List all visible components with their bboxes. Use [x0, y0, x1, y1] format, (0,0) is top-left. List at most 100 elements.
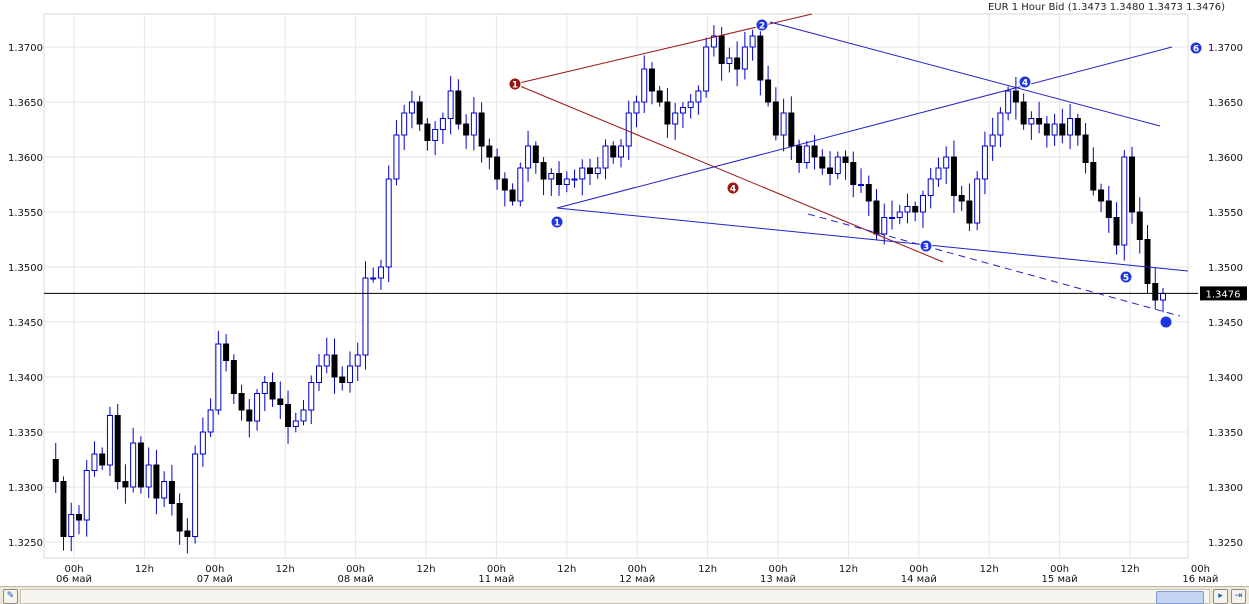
- y-tick-label-right: 1.3450: [1208, 318, 1243, 329]
- candle-down: [718, 35, 725, 64]
- candle-up: [354, 354, 361, 367]
- candle-up: [981, 145, 988, 180]
- candle-down: [1036, 118, 1043, 125]
- wave-marker-blue: [1189, 41, 1203, 55]
- y-tick-label-left: 1.3300: [8, 483, 43, 494]
- wave-marker-label: 4: [1022, 79, 1028, 89]
- candle-down: [850, 162, 857, 185]
- candle-down: [230, 360, 237, 394]
- candle-up: [439, 118, 446, 130]
- candle-down: [455, 90, 462, 125]
- candle-up: [432, 129, 439, 141]
- candle-down: [184, 530, 191, 537]
- candle-down: [556, 173, 563, 185]
- wave-marker-label: 1: [512, 81, 518, 91]
- x-tick-hour: 00h: [205, 564, 224, 575]
- red-trendline-lower: [514, 83, 944, 263]
- wave-marker-blue: [1018, 75, 1032, 89]
- candle-down: [1059, 123, 1066, 136]
- candle-down: [494, 156, 501, 180]
- wave-marker-blue: [1159, 315, 1173, 329]
- wave-marker-blue: [919, 239, 933, 253]
- current-price-label: 1.3476: [1206, 289, 1241, 300]
- candle-down: [1113, 217, 1120, 246]
- x-tick-hour: 12h: [839, 564, 858, 575]
- candle-down: [137, 442, 144, 488]
- candle-down: [811, 145, 818, 158]
- candle-down: [331, 354, 338, 378]
- candle-up: [254, 393, 261, 422]
- candle-up: [919, 195, 926, 213]
- y-tick-label-right: 1.3550: [1208, 208, 1243, 219]
- candle-down: [532, 145, 539, 163]
- candle-down: [223, 343, 230, 361]
- candle-up: [548, 173, 555, 180]
- time-scrollbar[interactable]: [20, 589, 1210, 604]
- y-tick-label-left: 1.3500: [8, 263, 43, 274]
- candle-up: [1121, 156, 1128, 246]
- candle-up: [1051, 123, 1058, 136]
- go-to-end-icon[interactable]: ⇥: [1231, 589, 1246, 604]
- y-tick-label-right: 1.3400: [1208, 373, 1243, 384]
- x-tick-hour: 00h: [909, 564, 928, 575]
- candle-down: [1020, 101, 1027, 125]
- x-tick-day: 13 май: [760, 574, 796, 585]
- candle-up: [316, 365, 323, 383]
- x-tick-hour: 12h: [980, 564, 999, 575]
- candle-up: [679, 107, 686, 114]
- y-tick-label-right: 1.3650: [1208, 98, 1243, 109]
- candle-up: [401, 112, 408, 136]
- chart-settings-icon[interactable]: ✎: [3, 589, 18, 604]
- candle-up: [726, 57, 733, 64]
- candle-up: [641, 68, 648, 103]
- candle-down: [540, 162, 547, 180]
- x-tick-hour: 12h: [1120, 564, 1139, 575]
- scroll-right-icon[interactable]: ▸: [1213, 589, 1228, 604]
- candle-down: [168, 481, 175, 504]
- candlestick-chart[interactable]: 1.3700 1.3650 1.3600 1.3550 1.3500 1.3450 1.34…: [0, 0, 1249, 586]
- candle-down: [1152, 283, 1159, 301]
- candle-down: [1012, 90, 1019, 103]
- scrollbar-thumb[interactable]: [1156, 591, 1204, 604]
- wave-marker-blue: [550, 215, 564, 229]
- x-tick-hour: 12h: [276, 564, 295, 575]
- candle-up: [385, 178, 392, 268]
- y-tick-label-left: 1.3600: [8, 153, 43, 164]
- candle-up: [261, 382, 268, 394]
- candle-down: [114, 415, 121, 482]
- candle-down: [60, 481, 67, 537]
- candle-up: [695, 90, 702, 103]
- blue-dashed-projection: [807, 213, 1181, 317]
- candle-down: [842, 156, 849, 163]
- candle-up: [749, 35, 756, 48]
- candle-down: [648, 68, 655, 92]
- candle-up: [989, 134, 996, 147]
- candle-down: [772, 101, 779, 136]
- candle-up: [323, 354, 330, 367]
- candle-up: [1005, 90, 1012, 114]
- candle-up: [68, 514, 75, 537]
- y-tick-label-left: 1.3550: [8, 208, 43, 219]
- candle-down: [339, 376, 346, 383]
- x-tick-hour: 00h: [768, 564, 787, 575]
- candle-down: [478, 112, 485, 147]
- x-tick-day: 06 май: [56, 574, 92, 585]
- candle-up: [292, 420, 299, 427]
- y-tick-label-right: 1.3700: [1208, 43, 1243, 54]
- x-tick-day: 15 май: [1042, 574, 1078, 585]
- candle-up: [594, 167, 601, 174]
- wave-marker-label: 2: [759, 22, 765, 32]
- candle-down: [587, 167, 594, 174]
- candle-up: [130, 442, 137, 488]
- candle-down: [788, 112, 795, 147]
- wave-marker-label: 6: [1193, 45, 1199, 55]
- candle-down: [1144, 239, 1151, 284]
- candle-down: [1090, 162, 1097, 191]
- candle-down: [285, 404, 292, 427]
- y-tick-label-right: 1.3600: [1208, 153, 1243, 164]
- candle-down: [796, 145, 803, 163]
- candle-up: [602, 145, 609, 169]
- candle-up: [447, 90, 454, 119]
- candle-up: [672, 112, 679, 125]
